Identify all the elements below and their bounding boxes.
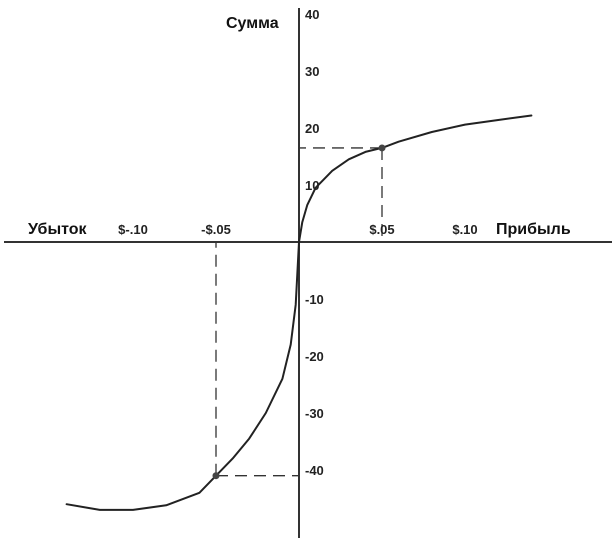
y-tick-label: 30 — [305, 64, 319, 79]
x-tick-label: $.05 — [369, 222, 394, 237]
y-axis-title: Сумма — [226, 15, 279, 32]
y-tick-label: -20 — [305, 349, 324, 364]
y-tick-label: -40 — [305, 463, 324, 478]
x-axis-left-label: Убыток — [28, 221, 88, 238]
value-curve — [65, 114, 533, 511]
reference-point — [378, 144, 386, 152]
y-tick-label: -10 — [305, 292, 324, 307]
y-tick-label: 40 — [305, 7, 319, 22]
y-tick-label: -30 — [305, 406, 324, 421]
x-axis-right-label: Прибыль — [496, 221, 571, 238]
x-tick-label: $-.10 — [118, 222, 148, 237]
reference-point — [212, 472, 220, 480]
x-tick-label: -$.05 — [201, 222, 231, 237]
y-tick-label: 20 — [305, 121, 319, 136]
y-tick-label: 10 — [305, 178, 319, 193]
x-tick-label: $.10 — [452, 222, 477, 237]
